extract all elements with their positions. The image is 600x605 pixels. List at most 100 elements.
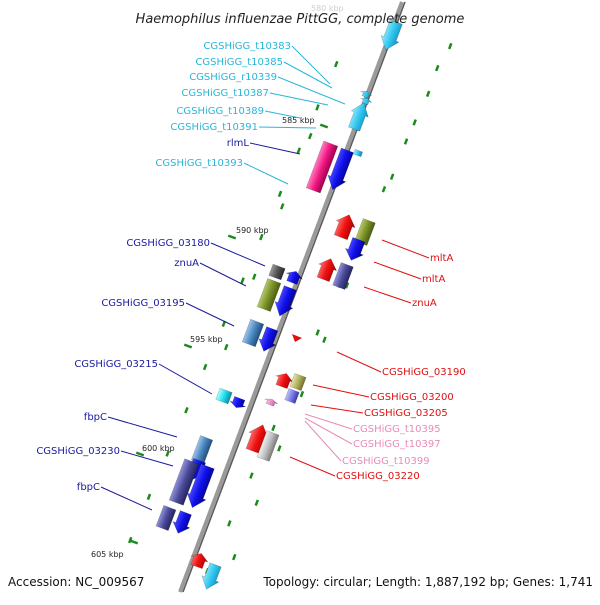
kbp-tick (183, 343, 193, 349)
gene-label-left[interactable]: rlmL (227, 138, 250, 149)
label-leader-line (199, 262, 247, 287)
gene-label-left[interactable]: CGSHiGG_03195 (101, 298, 185, 309)
tick-mark (249, 472, 254, 479)
gene-label-right[interactable]: mltA (430, 253, 453, 264)
gene-03195b (258, 326, 279, 352)
label-leader-line (283, 61, 333, 89)
tick-mark (277, 445, 282, 452)
gene-rlmL (327, 147, 354, 191)
tick-mark (334, 60, 339, 68)
gene-trna-top (380, 19, 403, 51)
gene-label-left[interactable]: CGSHiGG_t10383 (203, 41, 291, 52)
gene-fbpC-2b (172, 510, 192, 534)
gene-03180b (285, 271, 304, 285)
gene-znuA-right (332, 262, 354, 290)
gene-znuA-left (256, 278, 282, 312)
tick-mark (389, 173, 395, 181)
label-leader-line (258, 126, 317, 129)
label-leader-line (210, 242, 266, 267)
tick-mark (146, 493, 152, 501)
tick-mark (299, 390, 305, 398)
tick-mark (232, 553, 237, 561)
tick-mark (425, 90, 431, 98)
gene-03220 (256, 430, 280, 462)
gene-03230 (168, 458, 200, 506)
gene-features (155, 19, 403, 590)
tick-mark (435, 64, 440, 72)
tick-mark (259, 233, 264, 241)
gene-label-left[interactable]: CGSHiGG_03180 (126, 238, 210, 249)
tick-mark (381, 186, 387, 193)
gene-label-left[interactable]: znuA (174, 258, 199, 269)
gene-03180 (268, 263, 286, 281)
label-leader-line (269, 92, 329, 106)
tick-mark (308, 132, 313, 140)
gene-label-right[interactable]: CGSHiGG_t10397 (353, 439, 441, 450)
gene-03200 (289, 372, 307, 392)
kbp-tick (135, 451, 145, 457)
gene-label-right[interactable]: CGSHiGG_03205 (364, 408, 448, 419)
gene-03195 (241, 318, 265, 348)
kbp-label-585: 585 kbp (282, 116, 315, 125)
gene-label-left[interactable]: fbpC (77, 482, 100, 493)
gene-bottom-cyan (201, 562, 222, 590)
label-leader-line (304, 417, 353, 445)
gene-rrna-rlmL (305, 140, 339, 194)
gene-label-left[interactable]: CGSHiGG_r10339 (189, 72, 277, 83)
label-leader-line (289, 456, 336, 477)
gene-label-left[interactable]: CGSHiGG_t10385 (195, 57, 283, 68)
tick-mark (227, 520, 232, 527)
gene-label-right[interactable]: mltA (422, 274, 445, 285)
tick-mark (240, 277, 245, 284)
label-leader-line (336, 351, 382, 373)
gene-label-right[interactable]: CGSHiGG_03190 (382, 367, 466, 378)
gene-mltA-blue (344, 237, 366, 261)
tick-mark (252, 273, 257, 281)
gene-label-right[interactable]: CGSHiGG_t10395 (353, 424, 441, 435)
gene-trna-small-1 (360, 90, 372, 99)
gene-label-left[interactable]: fbpC (84, 412, 107, 423)
gene-label-right[interactable]: CGSHiGG_03220 (336, 471, 420, 482)
tick-mark (403, 138, 409, 145)
gene-znuA-b (274, 285, 297, 317)
gene-label-right[interactable]: CGSHiGG_03200 (370, 392, 454, 403)
label-leader-line (158, 363, 213, 395)
kbp-tick (227, 234, 237, 240)
tick-mark (224, 343, 229, 351)
kbp-tick (319, 123, 329, 129)
label-leader-line (373, 261, 422, 280)
gene-mltA-1 (333, 214, 356, 241)
tick-mark (448, 42, 453, 50)
gene-label-left[interactable]: CGSHiGG_t10389 (176, 106, 264, 117)
gene-fbpC-2 (155, 505, 177, 531)
gene-03205 (284, 388, 300, 404)
label-leader-line (100, 486, 153, 511)
label-leader-line (185, 302, 235, 327)
gene-label-left[interactable]: CGSHiGG_03215 (74, 359, 158, 370)
label-leader-line (312, 384, 370, 398)
tick-mark (184, 407, 189, 414)
tick-mark (128, 536, 133, 544)
map-title: Haemophilus influenzae PittGG, complete … (136, 12, 465, 27)
gene-label-left[interactable]: CGSHiGG_t10387 (181, 88, 269, 99)
tick-mark (315, 104, 320, 111)
accession-text: Accession: NC_009567 (8, 575, 144, 589)
label-leader-line (107, 416, 178, 438)
tick-marks (128, 42, 453, 575)
gene-trna-small-2 (360, 97, 372, 106)
label-leader-line (304, 420, 342, 462)
kbp-label-600: 600 kbp (142, 444, 175, 453)
gene-03215b (229, 395, 246, 408)
gene-label-left[interactable]: CGSHiGG_03230 (36, 446, 120, 457)
gene-t10395 (264, 398, 278, 407)
label-leader-line (363, 286, 412, 304)
gene-label-left[interactable]: CGSHiGG_t10393 (155, 158, 243, 169)
gene-label-right[interactable]: znuA (412, 298, 437, 309)
gene-label-right[interactable]: CGSHiGG_t10399 (342, 456, 430, 467)
gene-03230b (186, 463, 215, 509)
tick-mark (271, 424, 276, 432)
gene-label-left[interactable]: CGSHiGG_t10391 (170, 122, 258, 133)
tick-mark (202, 363, 208, 371)
